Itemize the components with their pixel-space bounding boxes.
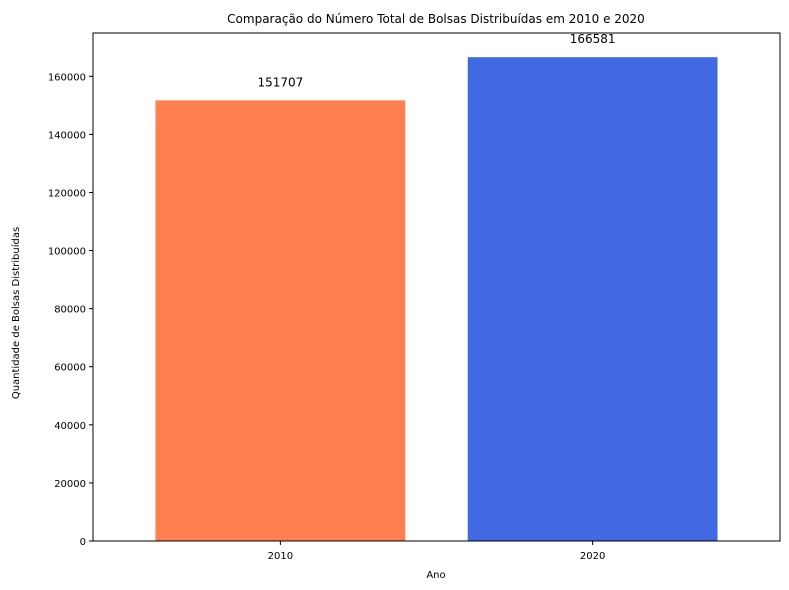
- y-axis-label: Quantidade de Bolsas Distribuídas: [10, 227, 22, 399]
- x-tick-label-2010: 2010: [268, 551, 293, 562]
- y-tick-label-100000: 100000: [48, 247, 86, 258]
- y-tick-label-80000: 80000: [54, 305, 86, 316]
- bar-2020: [467, 57, 718, 541]
- y-tick-label-40000: 40000: [54, 421, 86, 432]
- y-tick-label-120000: 120000: [48, 188, 86, 199]
- y-tick-label-20000: 20000: [54, 479, 86, 490]
- data-label-2010: 151707: [257, 75, 303, 89]
- y-tick-label-140000: 140000: [48, 130, 86, 141]
- plot-frame: [92, 32, 781, 542]
- x-axis-label: Ano: [426, 570, 445, 581]
- x-tick-label-2020: 2020: [580, 551, 605, 562]
- plot-area: 151707 2010 166581 2020 0 20000 40000 60000 8000…: [48, 32, 781, 562]
- y-tick-label-0: 0: [80, 537, 86, 548]
- data-label-2020: 166581: [570, 32, 616, 46]
- y-tick-label-160000: 160000: [48, 72, 86, 83]
- chart-title: Comparação do Número Total de Bolsas Dis…: [227, 12, 645, 26]
- y-tick-label-60000: 60000: [54, 363, 86, 374]
- bar-2010: [155, 100, 406, 541]
